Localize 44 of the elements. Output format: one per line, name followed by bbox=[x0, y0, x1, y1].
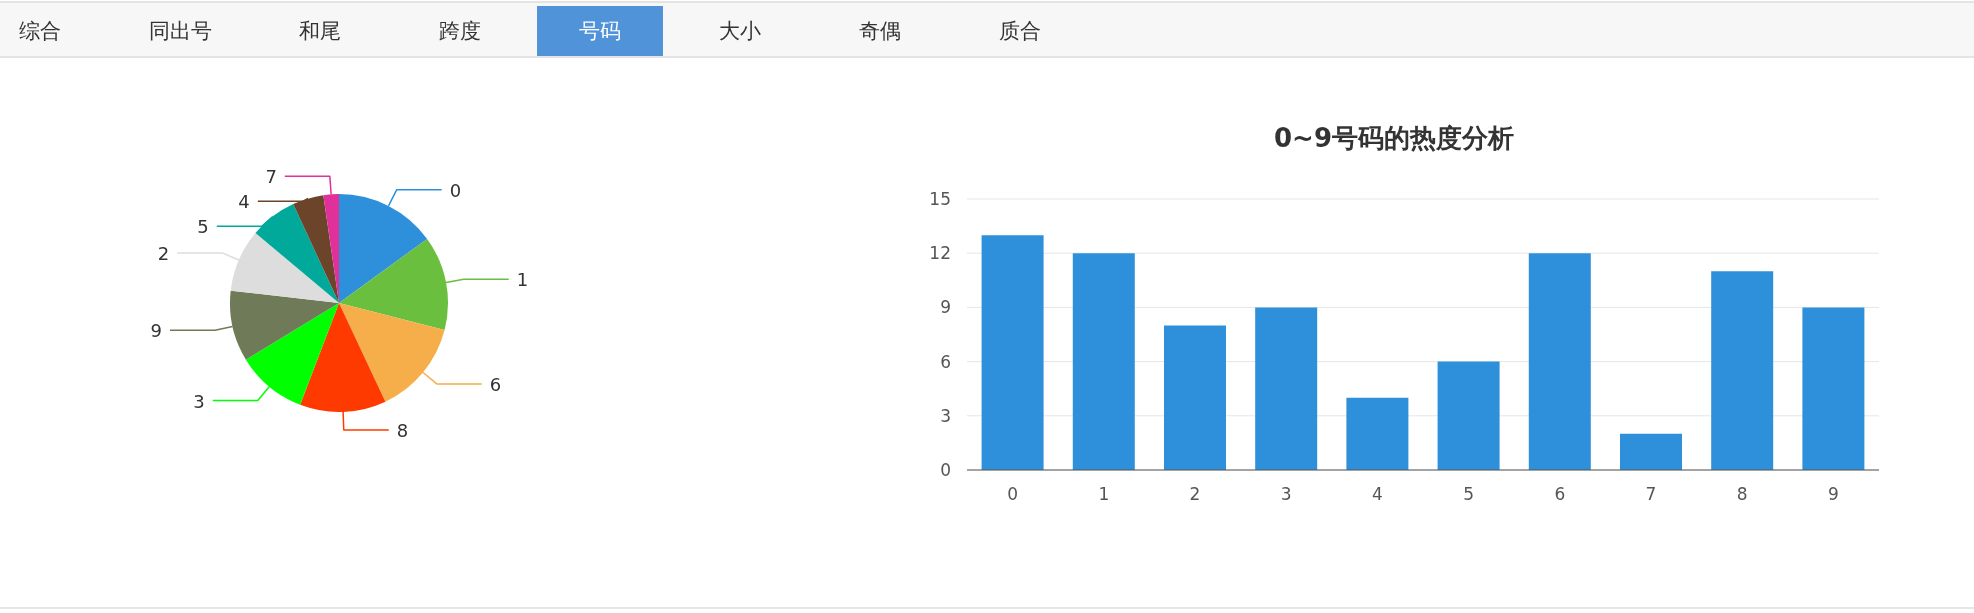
tab[interactable]: 同出号 bbox=[117, 6, 243, 56]
bar bbox=[1163, 325, 1226, 470]
tab[interactable]: 质合 bbox=[957, 6, 1083, 56]
bar bbox=[1072, 253, 1135, 470]
y-tick-label: 12 bbox=[929, 243, 951, 264]
tab[interactable]: 和尾 bbox=[257, 6, 383, 56]
y-tick-label: 9 bbox=[940, 297, 951, 318]
y-tick-label: 3 bbox=[940, 405, 951, 426]
bar bbox=[1619, 433, 1682, 470]
x-tick-label: 4 bbox=[1371, 484, 1383, 505]
bar bbox=[1528, 253, 1591, 470]
bar bbox=[1255, 307, 1318, 470]
tab[interactable]: 大小 bbox=[677, 6, 803, 56]
x-tick-label: 1 bbox=[1098, 484, 1110, 505]
bar bbox=[981, 235, 1044, 470]
bar bbox=[1711, 271, 1774, 470]
bar bbox=[1346, 397, 1409, 470]
slice-label: 3 bbox=[193, 390, 205, 412]
tab[interactable]: 奇偶 bbox=[817, 6, 943, 56]
slice-label: 4 bbox=[238, 190, 250, 212]
x-tick-label: 6 bbox=[1554, 484, 1566, 505]
slice-label: 9 bbox=[150, 319, 162, 341]
slice-label: 1 bbox=[516, 268, 529, 290]
x-tick-label: 0 bbox=[1007, 484, 1019, 505]
y-tick-label: 6 bbox=[940, 351, 951, 372]
slice-label: 6 bbox=[489, 373, 502, 395]
slice-label: 8 bbox=[396, 419, 409, 441]
x-tick-label: 7 bbox=[1645, 484, 1657, 505]
x-tick-label: 9 bbox=[1827, 484, 1839, 505]
tab[interactable]: 综合 bbox=[0, 6, 103, 56]
slice-label: 7 bbox=[265, 165, 277, 187]
x-tick-label: 8 bbox=[1736, 484, 1748, 505]
bar bbox=[1802, 307, 1865, 470]
slice-label: 2 bbox=[157, 242, 170, 264]
y-tick-label: 0 bbox=[940, 460, 951, 481]
x-tick-label: 3 bbox=[1280, 484, 1292, 505]
chart-title: 0~9号码的热度分析 bbox=[1274, 123, 1514, 153]
y-tick-label: 15 bbox=[929, 189, 951, 210]
tab[interactable]: 跨度 bbox=[397, 6, 523, 56]
x-tick-label: 5 bbox=[1463, 484, 1475, 505]
slice-label: 5 bbox=[197, 215, 209, 237]
bar bbox=[1437, 361, 1500, 470]
slice-label: 0 bbox=[449, 179, 462, 201]
x-tick-label: 2 bbox=[1189, 484, 1201, 505]
